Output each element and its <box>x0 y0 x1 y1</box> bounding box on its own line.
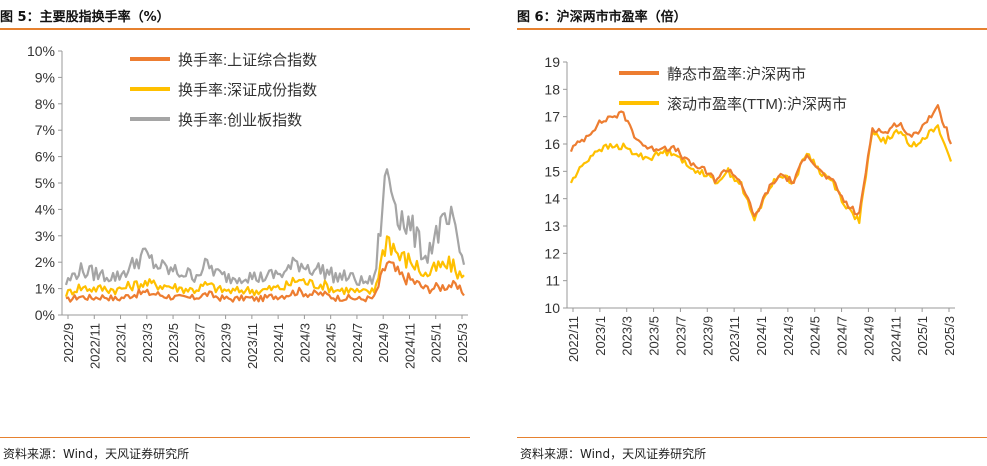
title-rule <box>0 28 470 30</box>
x-tick-label: 2025/3 <box>942 316 957 356</box>
x-tick-label: 2024/3 <box>297 323 312 363</box>
y-tick-label: 19 <box>544 54 560 70</box>
turnover-chart: 0% 1% 2% 3% 4% 5% 6% 7% 8% 9% 10% 2022/9 2022/11 2023… <box>27 43 470 369</box>
x-tick-label: 2023/9 <box>219 323 234 363</box>
y-tick-label: 2% <box>35 254 55 270</box>
x-tick-label: 2024/11 <box>402 323 417 369</box>
y-tick-label: 5% <box>35 175 55 191</box>
x-tick-label: 2023/7 <box>192 323 207 363</box>
title-rule <box>517 28 987 30</box>
source-rule <box>0 437 470 438</box>
pe-chart: 10 11 12 13 14 15 16 17 18 19 2022/11 2023/1 2023/3 2… <box>544 54 957 362</box>
pe-panel: 图 6：沪深两市市盈率（倍） 10 11 12 13 14 15 16 17 18 19 2022/… <box>517 0 987 466</box>
y-tick-label: 10 <box>544 300 560 316</box>
x-tick-label: 2023/5 <box>166 323 181 363</box>
series-line <box>65 260 465 303</box>
source-rule <box>517 437 987 438</box>
x-tick-label: 2024/5 <box>808 316 823 356</box>
x-tick-label: 2024/9 <box>376 323 391 363</box>
panel-title: 图 5：主要股指换手率（%） <box>0 10 170 25</box>
y-tick-label: 14 <box>544 191 560 207</box>
y-tick-label: 11 <box>545 273 560 289</box>
y-tick-label: 1% <box>35 281 55 297</box>
series-line <box>64 168 466 286</box>
y-tick-label: 7% <box>35 122 55 138</box>
series-line <box>569 124 953 225</box>
x-tick-label: 2024/5 <box>324 323 339 363</box>
x-tick-label: 2023/3 <box>140 323 155 363</box>
x-tick-label: 2022/11 <box>566 316 581 362</box>
y-tick-label: 16 <box>544 136 560 152</box>
legend-label: 换手率:深证成份指数 <box>178 82 317 99</box>
x-tick-label: 2024/1 <box>754 316 769 356</box>
x-tick-label: 2023/3 <box>620 316 635 356</box>
x-tick-label: 2024/7 <box>835 316 850 356</box>
y-tick-label: 4% <box>35 201 55 217</box>
x-tick-label: 2023/11 <box>245 323 260 369</box>
y-tick-label: 9% <box>35 69 55 85</box>
x-tick-label: 2024/9 <box>861 316 876 356</box>
x-tick-label: 2023/11 <box>727 316 742 362</box>
x-tick-label: 2023/5 <box>647 316 662 356</box>
series-line <box>569 104 953 218</box>
x-tick-label: 2024/11 <box>888 316 903 362</box>
x-tick-label: 2022/9 <box>61 323 76 363</box>
y-tick-label: 12 <box>544 245 560 261</box>
legend-label: 换手率:创业板指数 <box>178 111 302 129</box>
x-tick-label: 2024/3 <box>781 316 796 356</box>
series-line <box>64 235 465 298</box>
y-tick-label: 8% <box>35 96 55 112</box>
legend-label: 静态市盈率:沪深两市 <box>667 66 806 83</box>
x-tick-label: 2024/1 <box>271 323 286 363</box>
x-tick-label: 2024/7 <box>350 323 365 363</box>
x-tick-label: 2025/1 <box>915 316 930 356</box>
legend-label: 滚动市盈率(TTM):沪深两市 <box>667 96 847 113</box>
x-tick-label: 2022/11 <box>87 323 102 369</box>
y-tick-label: 18 <box>544 81 560 97</box>
x-tick-label: 2023/9 <box>700 316 715 356</box>
source-note: 资料来源：Wind，天风证券研究所 <box>3 447 190 461</box>
x-tick-label: 2025/3 <box>455 323 470 363</box>
panel-title: 图 6：沪深两市市盈率（倍） <box>517 10 687 25</box>
y-tick-label: 13 <box>544 218 560 234</box>
y-tick-label: 6% <box>35 149 55 165</box>
x-tick-label: 2023/1 <box>114 323 129 363</box>
y-tick-label: 15 <box>544 163 560 179</box>
y-tick-label: 0% <box>35 307 55 323</box>
y-tick-label: 10% <box>27 43 55 59</box>
x-tick-label: 2023/1 <box>593 316 608 356</box>
y-tick-label: 17 <box>544 109 560 125</box>
legend-label: 换手率:上证综合指数 <box>178 52 317 69</box>
turnover-panel: 图 5：主要股指换手率（%） 0% 1% 2% 3% 4% 5% 6% 7% 8% 9% 10% 20… <box>0 0 470 466</box>
source-note: 资料来源：Wind，天风证券研究所 <box>520 447 707 461</box>
x-tick-label: 2023/7 <box>673 316 688 356</box>
x-tick-label: 2025/1 <box>429 323 444 363</box>
y-tick-label: 3% <box>35 228 55 244</box>
